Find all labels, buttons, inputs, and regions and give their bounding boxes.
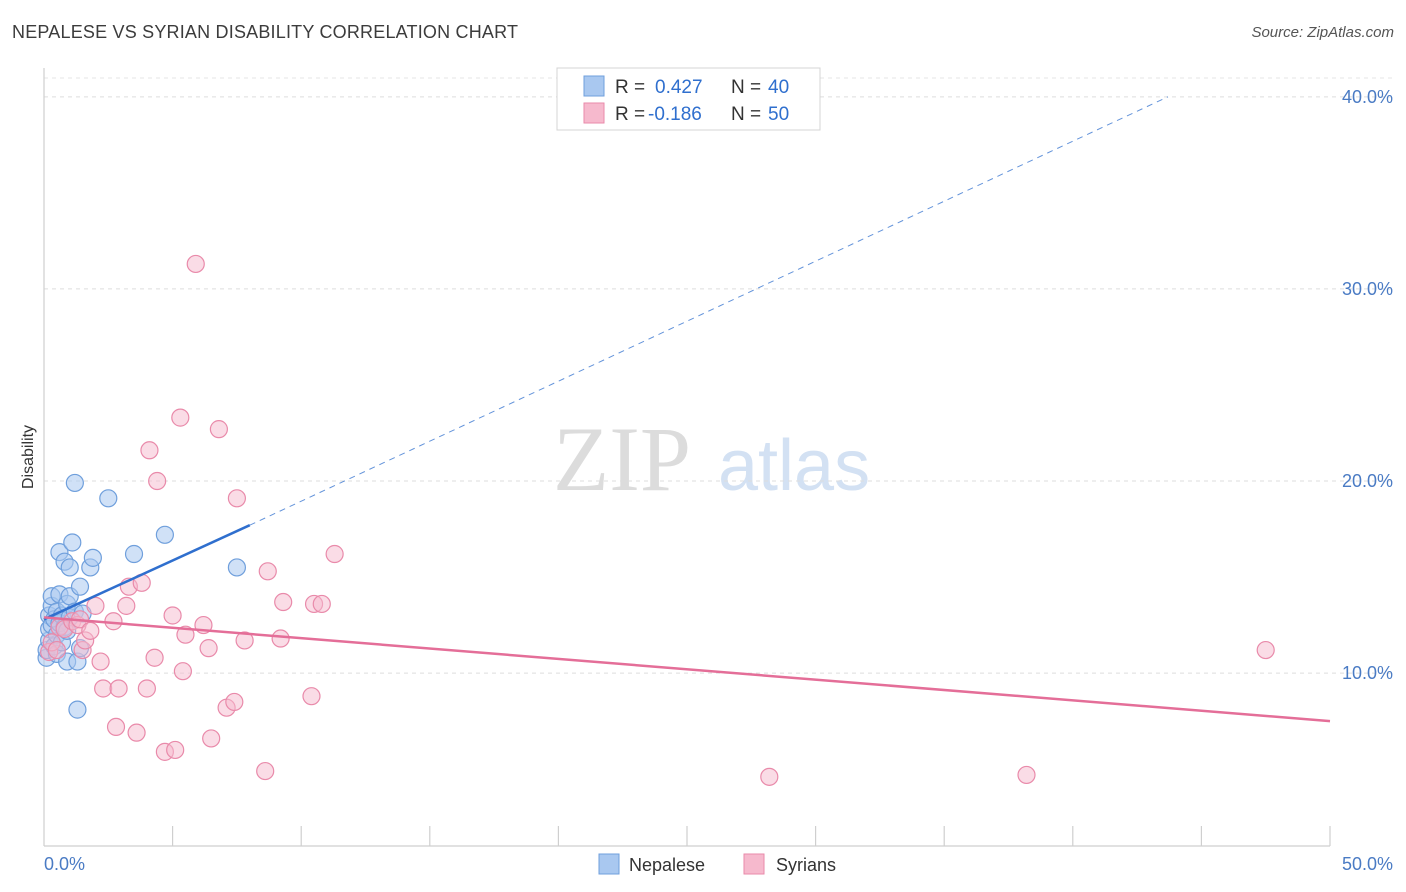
- syrians-point: [227, 489, 246, 508]
- syrians-point: [202, 729, 221, 748]
- nepalese-trend-line: [43, 524, 251, 621]
- syrians-point: [104, 612, 123, 631]
- syrians-point: [1017, 765, 1036, 785]
- y-axis-tick-labels: 10.0% 20.0% 30.0% 40.0%: [1342, 87, 1393, 683]
- nepalese-r-value: 0.427: [655, 77, 703, 98]
- syrians-legend-swatch: [583, 102, 605, 124]
- syrians-point: [117, 596, 136, 615]
- syrians-point: [235, 631, 254, 650]
- legend-syrians-label: Syrians: [776, 855, 836, 875]
- syrians-r-value: -0.186: [648, 104, 702, 125]
- syrians-point: [176, 625, 195, 644]
- syrians-n-label: N =: [731, 104, 761, 125]
- syrians-point: [166, 740, 185, 760]
- syrians-point: [274, 592, 293, 612]
- syrians-point: [173, 662, 192, 681]
- x-axis-ticks: [172, 826, 1331, 846]
- nepalese-point: [70, 577, 90, 596]
- nepalese-point: [99, 489, 118, 508]
- syrians-r-label: R =: [615, 104, 645, 125]
- watermark-atlas: atlas: [718, 426, 870, 506]
- trend-lines: [43, 96, 1331, 723]
- syrians-point: [258, 562, 277, 581]
- nepalese-point: [155, 525, 174, 544]
- syrians-trend-line: [43, 616, 1331, 723]
- syrians-point: [209, 420, 228, 439]
- y-tick-label: 40.0%: [1342, 87, 1393, 107]
- syrians-point: [81, 621, 100, 640]
- syrians-point: [109, 679, 128, 698]
- source-label: Source: ZipAtlas.com: [1251, 24, 1394, 41]
- gridlines: [44, 77, 1393, 674]
- syrians-point: [171, 408, 190, 427]
- syrians-point: [106, 717, 126, 736]
- syrians-point: [94, 679, 113, 698]
- nepalese-point: [124, 544, 144, 564]
- x-tick-label-max: 50.0%: [1342, 854, 1393, 874]
- syrians-point: [256, 761, 275, 781]
- nepalese-point: [60, 558, 79, 577]
- syrians-point: [1256, 640, 1275, 660]
- legend-syrians-swatch: [743, 853, 765, 875]
- syrians-point: [148, 471, 167, 491]
- syrians-point: [225, 692, 244, 712]
- legend-nepalese-label: Nepalese: [629, 855, 705, 875]
- nepalese-n-value: 40: [768, 77, 789, 98]
- nepalese-r-label: R =: [615, 77, 645, 98]
- syrians-points: [40, 254, 1275, 786]
- syrians-point: [325, 544, 344, 564]
- stats-legend: R = 0.427 N = 40 R = -0.186 N = 50: [556, 67, 821, 131]
- watermark-zip: ZIP: [553, 408, 691, 510]
- syrians-n-value: 50: [768, 104, 789, 125]
- syrians-point: [137, 679, 156, 698]
- y-tick-label: 20.0%: [1342, 471, 1393, 491]
- nepalese-point: [63, 533, 82, 552]
- legend-nepalese-swatch: [598, 853, 620, 875]
- y-tick-label: 30.0%: [1342, 279, 1393, 299]
- series-legend: Nepalese Syrians: [598, 853, 836, 875]
- syrians-point: [271, 629, 290, 648]
- syrians-point: [199, 639, 218, 658]
- x-tick-label-min: 0.0%: [44, 854, 85, 874]
- y-axis-label: Disability: [20, 425, 37, 489]
- syrians-point: [760, 767, 779, 786]
- syrians-point: [140, 441, 159, 460]
- nepalese-trend-extension: [249, 96, 1169, 526]
- nepalese-n-label: N =: [731, 77, 761, 98]
- nepalese-point: [68, 700, 87, 719]
- syrians-point: [312, 594, 331, 614]
- chart-title: NEPALESE VS SYRIAN DISABILITY CORRELATIO…: [12, 22, 519, 42]
- syrians-point: [302, 687, 321, 706]
- nepalese-legend-swatch: [583, 75, 605, 97]
- nepalese-point: [227, 558, 246, 577]
- y-tick-label: 10.0%: [1342, 663, 1393, 683]
- nepalese-point: [65, 473, 84, 493]
- syrians-point: [145, 648, 164, 667]
- syrians-point: [163, 606, 182, 625]
- nepalese-point: [83, 548, 102, 567]
- syrians-point: [186, 254, 205, 274]
- syrians-point: [47, 640, 66, 660]
- syrians-point: [91, 652, 110, 671]
- syrians-point: [86, 596, 105, 615]
- syrians-point: [127, 723, 146, 742]
